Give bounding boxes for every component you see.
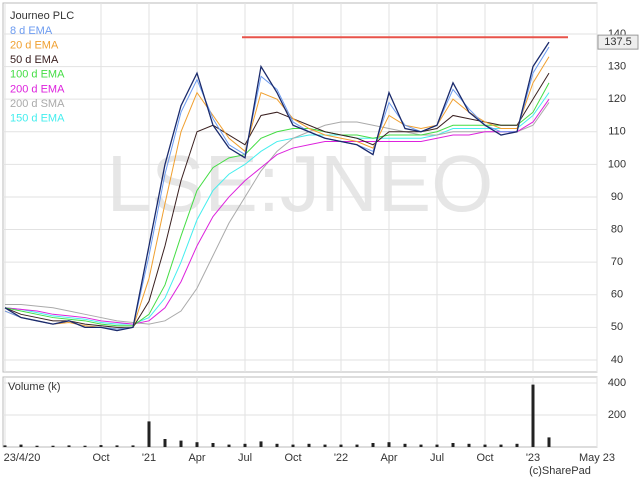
volume-bar <box>99 445 103 447</box>
ma-line <box>4 82 550 327</box>
ma-line <box>4 72 550 328</box>
volume-bar <box>387 442 391 447</box>
volume-bar <box>323 444 327 447</box>
x-tick-label: Oct <box>284 452 301 464</box>
x-tick-label: 23/4/20 <box>4 452 41 464</box>
volume-bar <box>51 445 55 447</box>
x-tick-label: Apr <box>188 452 205 464</box>
legend-entry: 20 d EMA <box>10 40 59 52</box>
volume-bar <box>227 444 231 447</box>
volume-bar <box>547 437 551 447</box>
volume-bar <box>67 445 71 447</box>
y-tick-label: 130 <box>608 60 626 72</box>
volume-bar <box>355 444 359 447</box>
volume-panel <box>2 376 598 448</box>
volume-bar <box>259 441 263 447</box>
volume-bar <box>147 421 151 447</box>
legend-entry: 8 d EMA <box>10 25 53 37</box>
watermark: LSE:JNEO <box>107 139 494 228</box>
y-tick-label: 50 <box>611 321 623 333</box>
x-tick-label: '22 <box>334 452 348 464</box>
volume-bar <box>403 443 407 447</box>
volume-bar <box>499 444 503 447</box>
y-tick-label: 80 <box>611 223 623 235</box>
y-tick-label: 400 <box>608 377 626 389</box>
y-tick-label: 90 <box>611 191 623 203</box>
x-tick-label: Oct <box>476 452 493 464</box>
y-tick-label: 40 <box>611 354 623 366</box>
panel-title: Volume (k) <box>8 381 61 393</box>
volume-bar <box>131 445 135 447</box>
volume-bar <box>3 445 7 447</box>
volume-bar <box>531 384 535 447</box>
x-tick-label: '21 <box>142 452 156 464</box>
source: (c)SharePad <box>529 465 591 477</box>
ma-line <box>4 98 550 325</box>
volume-bar <box>19 444 23 447</box>
volume-bar <box>435 444 439 447</box>
volume-bar <box>35 445 39 447</box>
volume-bar <box>83 445 87 447</box>
volume-bar <box>339 444 343 447</box>
last-value-box <box>597 34 639 50</box>
x-tick-label: Oct <box>92 452 109 464</box>
volume-bar <box>275 443 279 447</box>
ma-line <box>5 102 550 325</box>
volume-bar <box>467 443 471 447</box>
volume-bar <box>419 444 423 447</box>
price-line <box>4 41 550 332</box>
x-tick-label: May 23 <box>579 452 615 464</box>
y-tick-label: 200 <box>608 409 626 421</box>
y-tick-label: 100 <box>608 158 626 170</box>
x-tick-label: Jul <box>430 452 444 464</box>
last-value-label: 137.5 <box>604 36 632 48</box>
chart-title: Journeo PLC <box>10 10 74 22</box>
x-tick-label: Apr <box>380 452 397 464</box>
volume-bar <box>307 443 311 447</box>
legend-entry: 100 d EMA <box>10 69 65 81</box>
volume-bar <box>483 444 487 447</box>
volume-bar <box>179 440 183 447</box>
y-tick-label: 120 <box>608 93 626 105</box>
legend-entry: 150 d EMA <box>10 113 65 125</box>
volume-bar <box>371 443 375 447</box>
volume-bar <box>291 444 295 447</box>
ma-line <box>4 92 550 325</box>
volume-bar <box>195 442 199 447</box>
volume-bar <box>163 439 167 447</box>
volume-bar <box>451 443 455 447</box>
y-tick-label: 70 <box>611 256 623 268</box>
volume-bar <box>211 443 215 447</box>
legend-entry: 200 d EMA <box>10 83 65 95</box>
x-tick-label: '23 <box>526 452 540 464</box>
legend-entry: 50 d EMA <box>10 54 59 66</box>
y-tick-label: 110 <box>608 126 626 138</box>
x-tick-label: Jul <box>238 452 252 464</box>
y-tick-label: 60 <box>611 289 623 301</box>
volume-bar <box>515 443 519 447</box>
volume-bar <box>115 445 119 447</box>
volume-bar <box>243 443 247 447</box>
legend-entry: 200 d SMA <box>10 98 65 110</box>
